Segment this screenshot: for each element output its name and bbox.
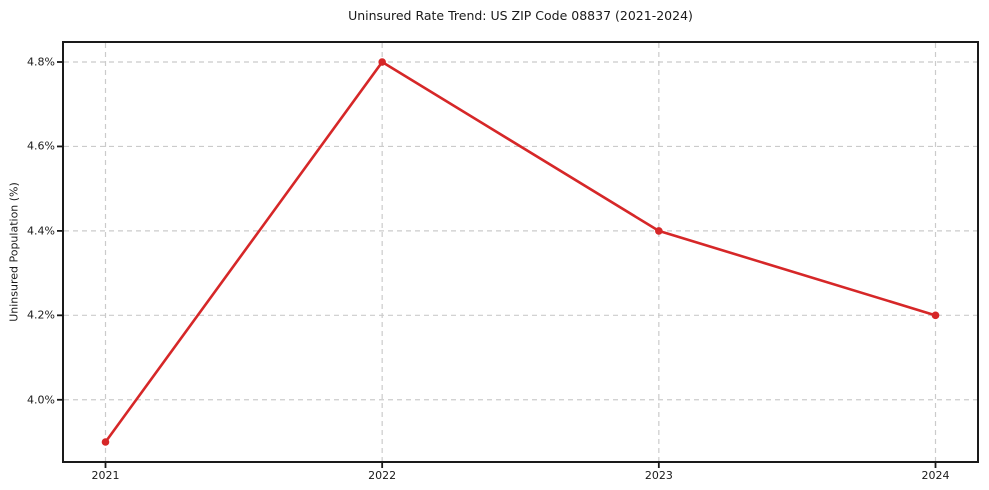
chart-title: Uninsured Rate Trend: US ZIP Code 08837 … [348, 8, 693, 23]
x-tick-label: 2022 [368, 469, 397, 482]
y-tick-label: 4.4% [27, 224, 55, 238]
y-tick-label: 4.8% [27, 55, 55, 69]
data-point-marker [931, 311, 940, 320]
y-tick-label: 4.6% [27, 139, 55, 153]
x-tick-label: 2024 [921, 469, 950, 482]
data-point-marker [101, 438, 110, 446]
trend-line [104, 60, 937, 444]
x-tick-label: 2021 [91, 469, 120, 482]
y-axis-label: Uninsured Population (%) [7, 182, 21, 322]
plot-area [57, 41, 979, 468]
data-point-marker [378, 58, 386, 66]
x-tick-label: 2023 [644, 469, 673, 482]
y-tick-label: 4.0% [27, 393, 55, 407]
data-point-marker [655, 227, 663, 235]
line-chart-svg [57, 43, 977, 468]
y-tick-label: 4.2% [27, 308, 55, 322]
